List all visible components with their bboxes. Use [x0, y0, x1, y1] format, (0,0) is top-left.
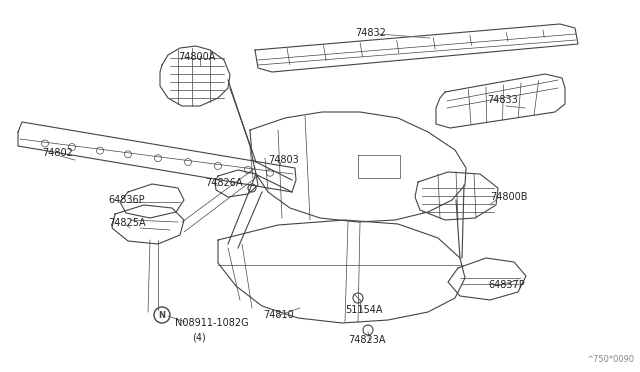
Text: N08911-1082G: N08911-1082G: [175, 318, 248, 328]
Text: 74800B: 74800B: [490, 192, 527, 202]
Text: 74826A: 74826A: [205, 178, 243, 188]
Text: (4): (4): [192, 332, 205, 342]
Text: 64837P: 64837P: [488, 280, 525, 290]
Text: 74810: 74810: [263, 310, 294, 320]
Text: 74800A: 74800A: [178, 52, 216, 62]
Text: ^750*0090: ^750*0090: [586, 355, 634, 364]
Text: 74825A: 74825A: [108, 218, 146, 228]
Text: 74833: 74833: [487, 95, 518, 105]
Text: 74803: 74803: [268, 155, 299, 165]
Text: 74802: 74802: [42, 148, 73, 158]
Text: 74823A: 74823A: [348, 335, 385, 345]
Text: 64836P: 64836P: [108, 195, 145, 205]
Text: 51154A: 51154A: [345, 305, 383, 315]
Text: N: N: [159, 311, 166, 320]
Text: 74832: 74832: [355, 28, 386, 38]
